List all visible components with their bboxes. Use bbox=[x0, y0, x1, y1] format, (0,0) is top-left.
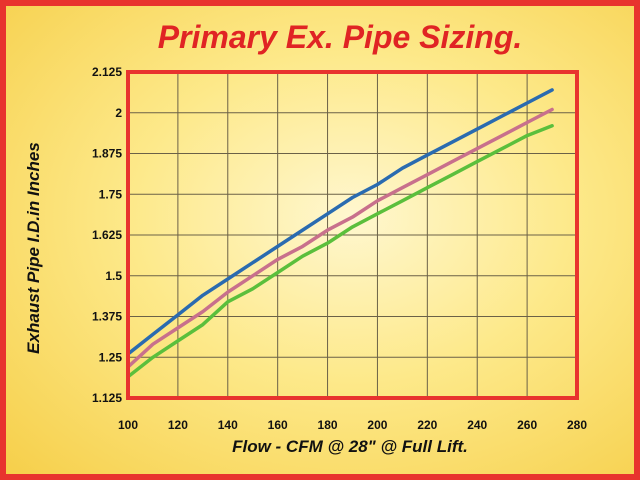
y-tick-label: 1.125 bbox=[92, 391, 122, 405]
x-tick-label: 260 bbox=[517, 418, 537, 432]
y-tick-label: 1.75 bbox=[99, 187, 123, 201]
plot-border bbox=[126, 70, 579, 400]
x-tick-label: 200 bbox=[367, 418, 387, 432]
x-axis-title: Flow - CFM @ 28" @ Full Lift. bbox=[232, 437, 468, 456]
x-tick-label: 120 bbox=[168, 418, 188, 432]
series-line-0 bbox=[126, 88, 554, 356]
x-tick-label: 280 bbox=[567, 418, 587, 432]
chart-title: Primary Ex. Pipe Sizing. bbox=[158, 19, 523, 55]
y-tick-label: 1.875 bbox=[92, 147, 122, 161]
line-chart: Primary Ex. Pipe Sizing. 100 120 140 160 180… bbox=[24, 19, 587, 456]
x-tick-label: 220 bbox=[417, 418, 437, 432]
series-lines bbox=[126, 88, 554, 379]
x-tick-label: 140 bbox=[218, 418, 238, 432]
x-axis-ticks: 100 120 140 160 180 200 220 240 260 280 bbox=[118, 418, 587, 432]
x-tick-label: 180 bbox=[318, 418, 338, 432]
y-tick-label: 2 bbox=[115, 106, 122, 120]
x-tick-label: 240 bbox=[467, 418, 487, 432]
x-tick-label: 160 bbox=[268, 418, 288, 432]
grid-lines bbox=[127, 71, 578, 399]
y-tick-label: 1.25 bbox=[99, 350, 123, 364]
series-line-1 bbox=[126, 107, 554, 369]
y-tick-label: 1.625 bbox=[92, 228, 122, 242]
y-tick-label: 2.125 bbox=[92, 65, 122, 79]
series-line-2 bbox=[126, 124, 554, 379]
y-tick-label: 1.375 bbox=[92, 310, 122, 324]
y-tick-label: 1.5 bbox=[105, 269, 122, 283]
y-axis-ticks: 1.125 1.25 1.375 1.5 1.625 1.75 1.875 2 2.125 bbox=[92, 65, 122, 405]
y-axis-title: Exhaust Pipe I.D.in Inches bbox=[24, 142, 43, 354]
x-tick-label: 100 bbox=[118, 418, 138, 432]
